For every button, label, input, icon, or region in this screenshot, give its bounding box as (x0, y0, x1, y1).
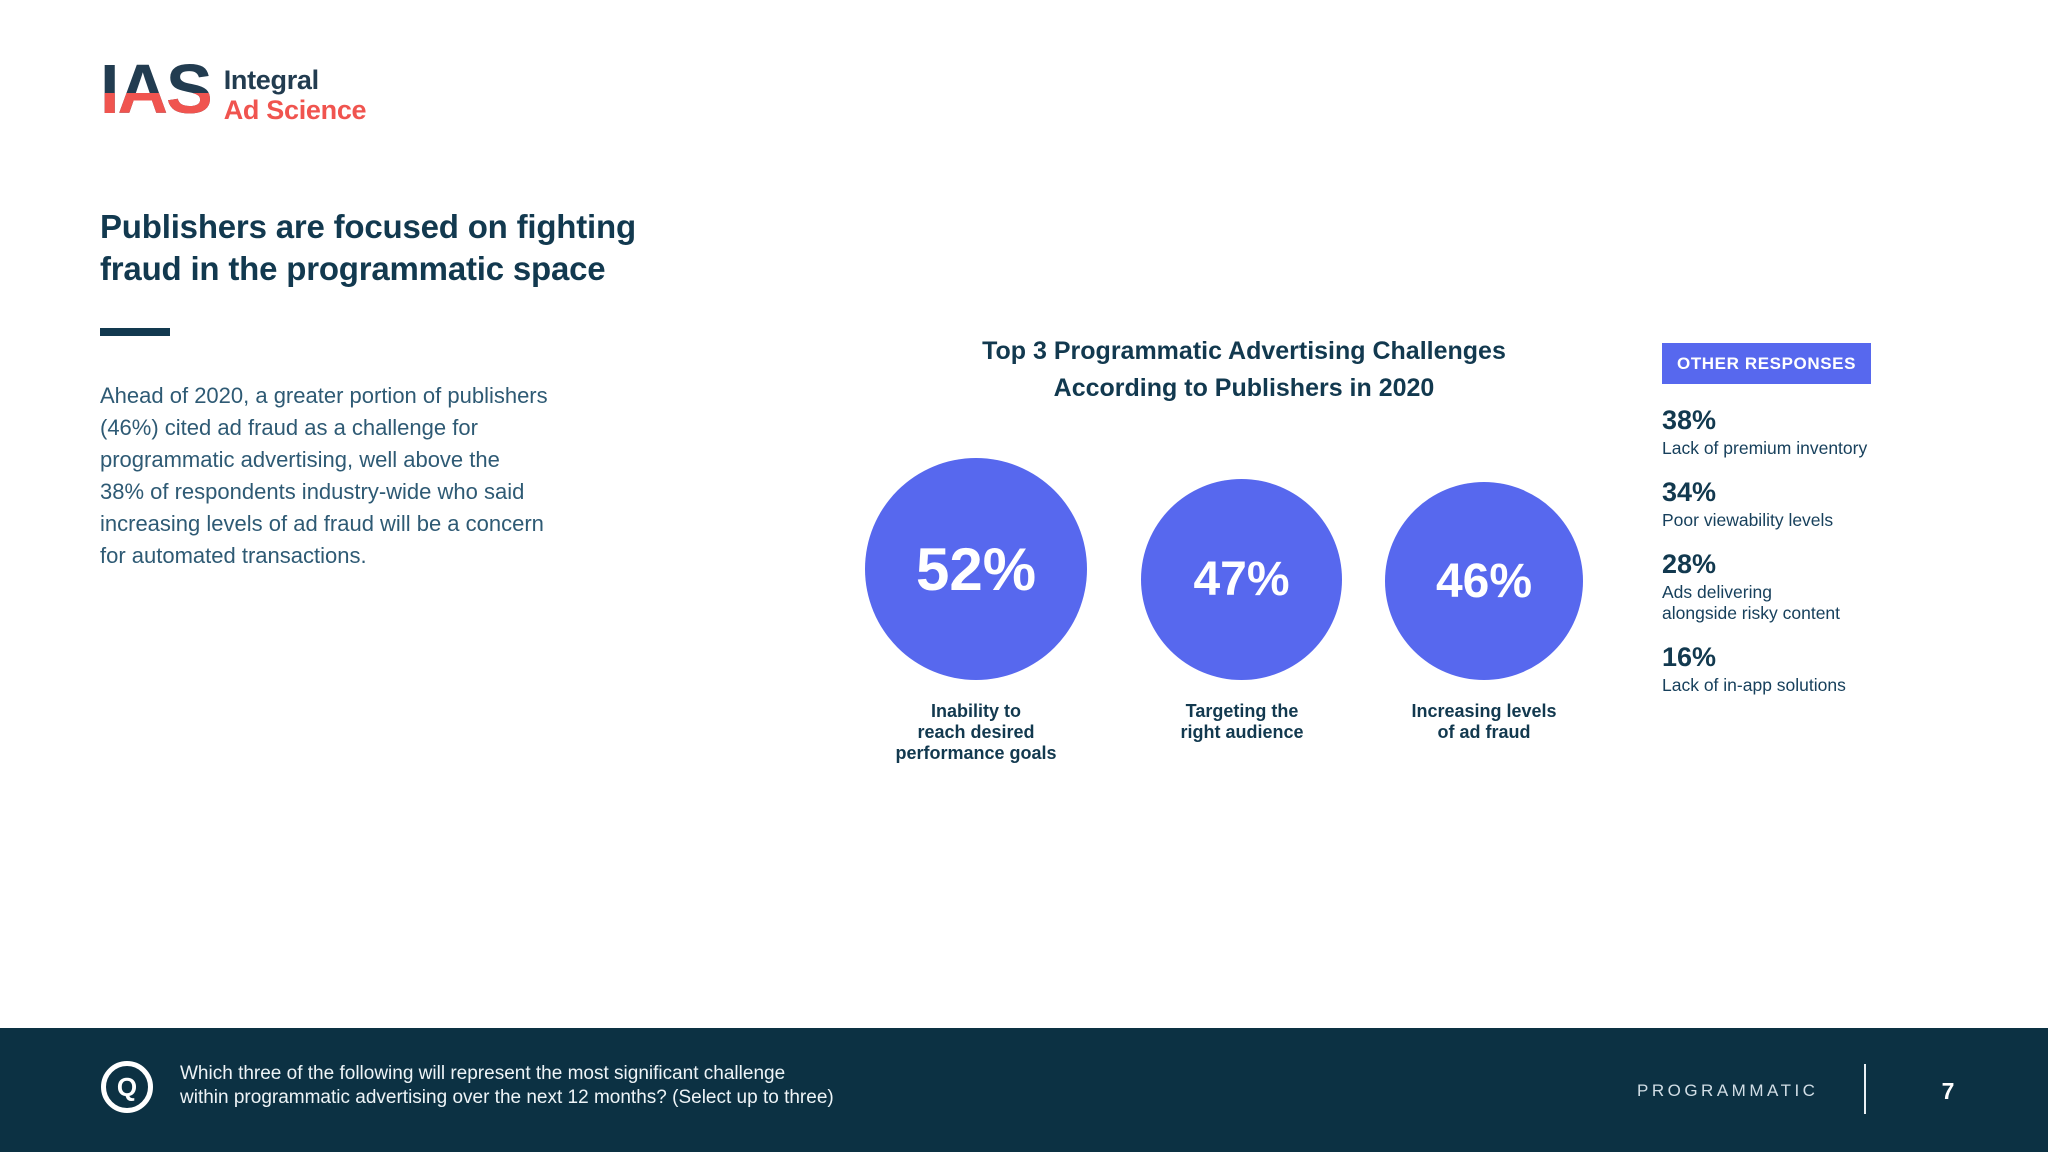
ias-logo: IAS IAS Integral Ad Science (100, 50, 367, 128)
other-response-label: Ads delivering alongside risky content (1662, 582, 1841, 623)
ias-logo-acronym-coral: IAS (100, 50, 211, 128)
other-response-item: 34% Poor viewability levels (1662, 477, 1952, 531)
other-response-item: 38% Lack of premium inventory (1662, 405, 1952, 459)
other-response-value: 28% (1662, 549, 1717, 579)
bubble-label-inability-performance: Inability to reach desired performance g… (895, 701, 1057, 763)
ias-logo-name-line1: Integral (223, 65, 319, 95)
other-response-item: 16% Lack of in-app solutions (1662, 642, 1952, 696)
bubble-targeting-audience: 47% (1141, 479, 1342, 680)
ias-logo-acronym: IAS IAS (100, 50, 213, 128)
ias-logo-acronym-navy: IAS (100, 50, 213, 128)
other-response-item: 28% Ads delivering alongside risky conte… (1662, 549, 1952, 624)
bubble-value-46: 46% (1435, 554, 1533, 608)
accent-dash (100, 328, 170, 336)
other-response-label: Poor viewability levels (1662, 510, 1834, 530)
chart-title: Top 3 Programmatic Advertising Challenge… (982, 337, 1506, 402)
other-response-value: 38% (1662, 405, 1717, 435)
other-responses-panel: OTHER RESPONSES 38% Lack of premium inve… (1662, 343, 1952, 714)
ias-logo-name-line2: Ad Science (223, 95, 367, 125)
footer-section-label: PROGRAMMATIC (1637, 1081, 1819, 1100)
bubble-value-52: 52% (915, 535, 1037, 603)
bubble-value-47: 47% (1193, 553, 1290, 606)
other-response-value: 16% (1662, 642, 1717, 672)
footer-survey-question: Which three of the following will repres… (180, 1063, 834, 1108)
footer-bar: Q Which three of the following will repr… (0, 1028, 2048, 1152)
page-number: 7 (1941, 1078, 1955, 1104)
bubble-label-ad-fraud: Increasing levels of ad fraud (1411, 701, 1557, 742)
other-response-value: 34% (1662, 477, 1717, 507)
bubble-inability-performance: 52% (865, 458, 1087, 680)
question-icon: Q (101, 1061, 153, 1113)
other-responses-badge: OTHER RESPONSES (1662, 343, 1872, 384)
question-icon-letter: Q (116, 1071, 138, 1102)
footer-divider (1864, 1064, 1866, 1114)
other-response-label: Lack of in-app solutions (1662, 675, 1846, 695)
other-response-label: Lack of premium inventory (1662, 438, 1868, 458)
bubble-ad-fraud: 46% (1385, 482, 1583, 680)
bubble-label-targeting-audience: Targeting the right audience (1180, 701, 1304, 742)
page-title: Publishers are focused on fighting fraud… (100, 208, 636, 287)
ias-logo-name: Integral Ad Science (224, 65, 367, 125)
intro-paragraph: Ahead of 2020, a greater portion of publ… (100, 383, 548, 568)
